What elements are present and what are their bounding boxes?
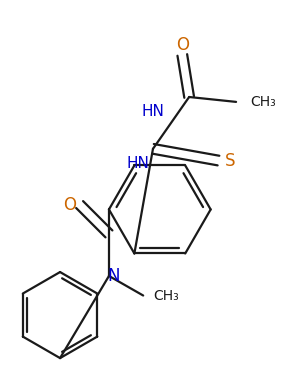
Text: CH₃: CH₃ (251, 95, 276, 109)
Text: N: N (108, 267, 120, 285)
Text: O: O (63, 196, 76, 214)
Text: O: O (176, 36, 189, 54)
Text: CH₃: CH₃ (153, 289, 179, 302)
Text: HN: HN (127, 156, 150, 171)
Text: HN: HN (142, 104, 164, 119)
Text: S: S (225, 152, 235, 170)
